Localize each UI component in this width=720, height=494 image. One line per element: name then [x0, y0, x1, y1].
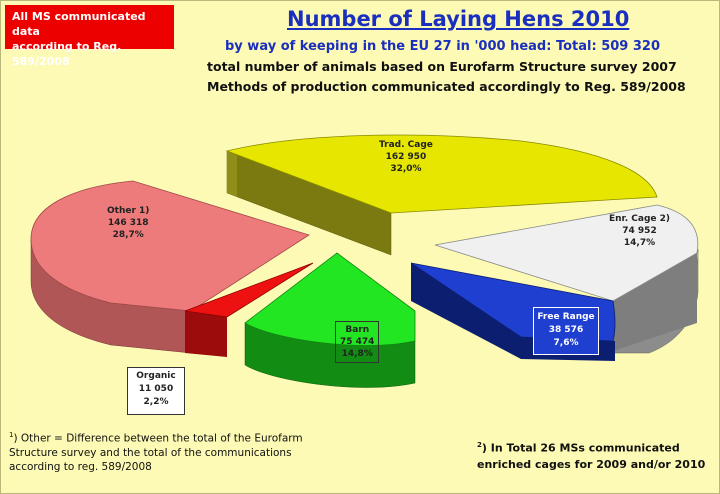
source-badge-line1: All MS communicated data	[12, 10, 146, 38]
slice-organic	[184, 262, 314, 318]
label-free-range-name: Free Range	[537, 312, 595, 322]
label-other-value: 146 318	[107, 218, 149, 228]
slice-organic-side	[185, 311, 227, 357]
chart-subtitle: by way of keeping in the EU 27 in '000 h…	[225, 39, 660, 54]
footnote-other: 1) Other = Difference between the total …	[9, 428, 329, 474]
slice-barn	[244, 252, 416, 346]
label-other-percent: 28,7%	[112, 230, 144, 240]
label-free-range-percent: 7,6%	[553, 338, 579, 348]
label-barn: Barn 75 474 14,8%	[335, 321, 380, 363]
footnote-enriched-text: ) In Total 26 MSs communicated enriched …	[477, 441, 706, 471]
label-trad-cage-value: 162 950	[385, 152, 427, 162]
label-trad-cage-percent: 32,0%	[390, 164, 422, 174]
label-trad-cage-name: Trad. Cage	[379, 140, 433, 150]
footnote-other-mark: 1	[9, 431, 14, 439]
source-badge: All MS communicated data according to Re…	[5, 5, 174, 68]
label-enr-cage: Enr. Cage 2) 74 952 14,7%	[609, 213, 670, 249]
label-barn-percent: 14,8%	[341, 349, 373, 359]
slice-trad-cage	[225, 134, 658, 214]
chart-subtitle-line2: total number of animals based on Eurofar…	[207, 59, 677, 74]
label-organic-percent: 2,2%	[143, 397, 169, 407]
label-other: Other 1) 146 318 28,7%	[107, 205, 149, 241]
label-enr-cage-name: Enr. Cage 2)	[609, 214, 670, 224]
label-enr-cage-value: 74 952	[622, 226, 657, 236]
chart-subtitle-line3: Methods of production communicated accor…	[207, 79, 686, 94]
label-free-range-value: 38 576	[548, 325, 584, 335]
slice-trad-cage-side2	[227, 151, 237, 197]
label-other-name: Other 1)	[107, 206, 150, 216]
source-badge-line2: according to Reg. 589/2008	[12, 40, 122, 68]
label-organic-value: 11 050	[138, 384, 174, 394]
label-free-range: Free Range 38 576 7,6%	[533, 307, 599, 355]
footnote-enriched: 2) In Total 26 MSs communicated enriched…	[477, 437, 717, 473]
footnote-other-text: ) Other = Difference between the total o…	[9, 432, 303, 473]
label-barn-name: Barn	[345, 325, 370, 335]
chart-title: Number of Laying Hens 2010	[287, 7, 630, 31]
label-barn-value: 75 474	[340, 337, 375, 347]
label-organic-name: Organic	[136, 371, 176, 381]
slice-enr-cage-side2	[613, 253, 697, 351]
label-enr-cage-percent: 14,7%	[623, 238, 656, 248]
slice-other	[30, 180, 310, 312]
label-trad-cage: Trad. Cage 162 950 32,0%	[379, 139, 433, 175]
footnote-enriched-mark: 2	[477, 441, 482, 449]
slice-enr-cage	[434, 204, 699, 302]
label-organic: Organic 11 050 2,2%	[127, 367, 185, 415]
